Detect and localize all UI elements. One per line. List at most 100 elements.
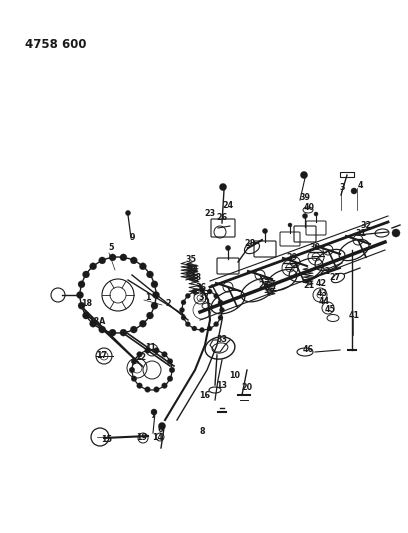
- Text: 44: 44: [319, 297, 330, 306]
- Text: 3: 3: [339, 183, 345, 192]
- Text: 28: 28: [244, 238, 256, 247]
- Circle shape: [200, 287, 204, 293]
- Circle shape: [392, 229, 400, 237]
- Text: 13: 13: [217, 381, 228, 390]
- Text: 42: 42: [315, 279, 326, 287]
- Circle shape: [82, 271, 89, 278]
- Circle shape: [140, 320, 146, 327]
- Circle shape: [90, 320, 97, 327]
- Circle shape: [181, 300, 186, 305]
- Circle shape: [131, 359, 137, 364]
- Text: 27: 27: [329, 273, 341, 282]
- Text: 39: 39: [299, 193, 310, 203]
- Circle shape: [262, 229, 268, 233]
- Circle shape: [167, 359, 173, 364]
- Text: 6: 6: [157, 425, 163, 434]
- Text: 14: 14: [153, 432, 164, 441]
- Circle shape: [145, 387, 151, 392]
- Circle shape: [99, 326, 106, 333]
- Text: 4: 4: [357, 181, 363, 190]
- Circle shape: [220, 308, 224, 312]
- Text: 36: 36: [195, 284, 206, 293]
- Text: 32: 32: [360, 221, 372, 230]
- Text: 22: 22: [319, 268, 330, 277]
- Circle shape: [192, 326, 197, 331]
- Circle shape: [351, 188, 357, 194]
- Text: 34: 34: [188, 265, 199, 274]
- Text: 20: 20: [242, 384, 253, 392]
- Circle shape: [200, 327, 204, 333]
- Circle shape: [90, 263, 97, 270]
- Text: 41: 41: [348, 311, 359, 319]
- Circle shape: [130, 257, 137, 264]
- Circle shape: [218, 300, 223, 305]
- Circle shape: [192, 289, 197, 294]
- Text: 46: 46: [302, 345, 313, 354]
- Text: 23: 23: [204, 208, 215, 217]
- Text: 25: 25: [258, 280, 270, 289]
- Text: 18A: 18A: [88, 318, 106, 327]
- Text: 18: 18: [82, 298, 93, 308]
- Text: 10: 10: [229, 370, 240, 379]
- Circle shape: [162, 352, 167, 357]
- Circle shape: [314, 212, 318, 216]
- Circle shape: [226, 246, 231, 251]
- Circle shape: [185, 293, 191, 298]
- Circle shape: [126, 211, 131, 215]
- Circle shape: [140, 263, 146, 270]
- Circle shape: [137, 352, 142, 357]
- Text: 35: 35: [186, 255, 197, 264]
- Text: 45: 45: [324, 305, 335, 314]
- Text: 37: 37: [199, 294, 209, 303]
- Text: 11: 11: [146, 343, 157, 352]
- Text: 15: 15: [102, 435, 113, 445]
- Circle shape: [131, 376, 137, 382]
- Circle shape: [180, 308, 184, 312]
- Circle shape: [145, 348, 151, 353]
- Circle shape: [214, 321, 219, 327]
- Text: 4758 600: 4758 600: [25, 38, 86, 51]
- Circle shape: [151, 302, 158, 309]
- Circle shape: [185, 321, 191, 327]
- Circle shape: [78, 281, 85, 288]
- Text: 1: 1: [145, 294, 151, 303]
- Circle shape: [129, 367, 135, 373]
- Text: 38: 38: [191, 273, 202, 282]
- Circle shape: [82, 312, 89, 319]
- Text: 24: 24: [222, 201, 233, 211]
- Circle shape: [288, 223, 292, 227]
- Text: 7: 7: [150, 410, 156, 419]
- Bar: [340, 172, 354, 177]
- Circle shape: [146, 271, 153, 278]
- Text: 21: 21: [304, 280, 315, 289]
- Text: 9: 9: [129, 232, 135, 241]
- Text: 19: 19: [137, 432, 148, 441]
- Circle shape: [99, 257, 106, 264]
- Circle shape: [301, 172, 308, 179]
- Circle shape: [78, 302, 85, 309]
- Circle shape: [77, 292, 84, 298]
- Text: 2: 2: [165, 298, 171, 308]
- Text: 43: 43: [317, 288, 328, 297]
- Text: 30: 30: [310, 244, 321, 253]
- Text: 29: 29: [286, 254, 297, 262]
- Circle shape: [167, 376, 173, 382]
- Text: 31: 31: [355, 229, 366, 238]
- Text: 5: 5: [108, 244, 114, 253]
- Circle shape: [153, 292, 160, 298]
- Circle shape: [158, 423, 166, 430]
- Circle shape: [207, 289, 212, 294]
- Text: 17: 17: [97, 351, 107, 359]
- Circle shape: [218, 315, 223, 320]
- Circle shape: [120, 329, 127, 336]
- Circle shape: [120, 254, 127, 261]
- Text: 12: 12: [135, 353, 146, 362]
- Circle shape: [137, 383, 142, 389]
- Text: 8: 8: [199, 427, 205, 437]
- Circle shape: [181, 315, 186, 320]
- Circle shape: [302, 214, 308, 219]
- Circle shape: [214, 293, 219, 298]
- Text: 16: 16: [200, 392, 211, 400]
- Circle shape: [154, 387, 159, 392]
- Circle shape: [169, 367, 175, 373]
